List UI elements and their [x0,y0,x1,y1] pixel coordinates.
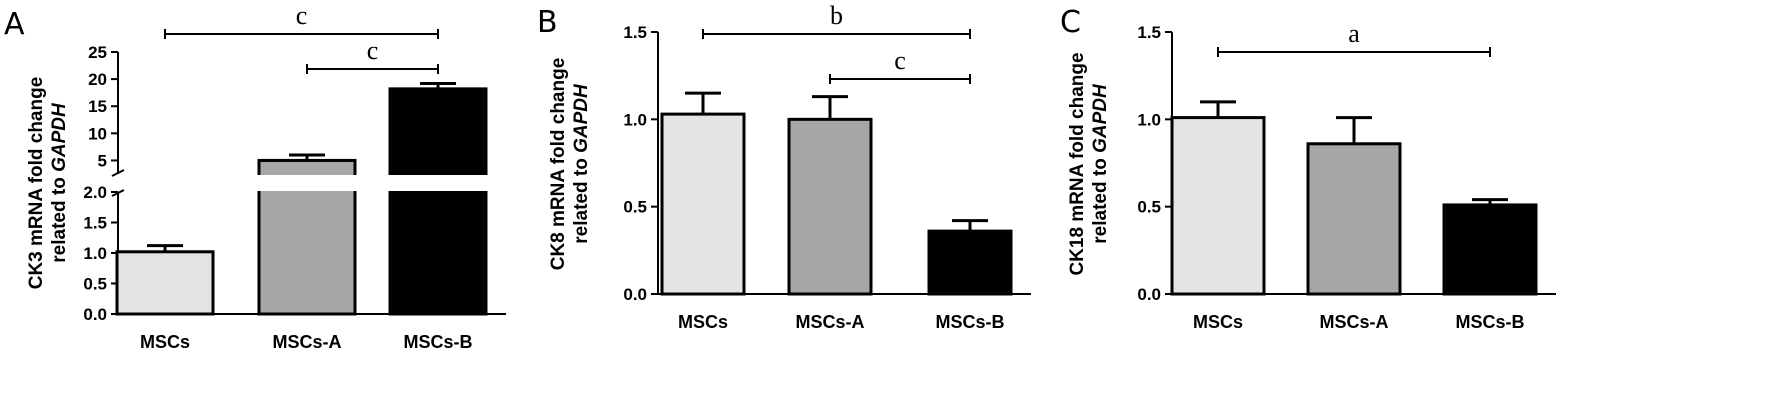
y-tick-label: 0.0 [1137,285,1161,304]
bar-mscs-b [388,87,488,316]
y-axis-label: CK18 mRNA fold change related to GAPDH [1067,52,1111,275]
axis-break-mark [111,169,125,177]
x-tick-label: MSCs-A [795,312,864,332]
y-tick-label: 1.5 [623,23,647,42]
significance-label: c [367,36,379,65]
bar-mscs [1170,116,1266,296]
x-tick-label: MSCs-B [1455,312,1524,332]
x-tick-label: MSCs [678,312,728,332]
x-tick-label: MSCs-B [403,332,472,352]
y-tick-label: 1.5 [83,214,107,233]
y-tick-label: 0.0 [623,285,647,304]
y-axis-label-line2-prefix: related to [49,172,70,263]
significance-label: b [830,1,843,30]
x-tick-label: MSCs-A [1319,312,1388,332]
y-tick-label: 15 [88,97,107,116]
panel-letter: C [1060,5,1081,40]
bar-mscs-a [787,117,873,296]
panel-letter: B [537,5,558,40]
y-tick-label: 5 [98,151,107,170]
bar-mscs [115,250,215,316]
panel-c: C CK18 mRNA fold change related to GAPDH 0.… [1060,5,1556,332]
y-axis-label-line2-prefix: related to [1090,153,1111,244]
x-tick-label: MSCs-A [272,332,341,352]
bar-mscs-b [927,229,1013,296]
bar-mscs [660,112,746,296]
y-tick-label: 2.0 [83,183,107,202]
y-axis-label-line1: CK3 mRNA fold change [26,77,47,290]
y-axis-label-gene: GAPDH [1090,83,1111,153]
y-axis-label-gene: GAPDH [571,83,592,153]
x-tick-label: MSCs [140,332,190,352]
y-tick-label: 20 [88,70,107,89]
significance-label: c [296,1,308,30]
y-tick-label: 0.0 [83,305,107,324]
significance-label: a [1348,19,1360,48]
y-tick-label: 0.5 [1137,198,1161,217]
panel-letter: A [4,7,25,42]
bar-mscs-b [1442,203,1538,296]
x-tick-label: MSCs-B [935,312,1004,332]
y-tick-label: 1.0 [623,110,647,129]
significance-label: c [894,46,906,75]
y-axis-label-line2-prefix: related to [571,153,592,244]
x-tick-label: MSCs [1193,312,1243,332]
y-axis-label: CK3 mRNA fold change related to GAPDH [26,77,70,290]
y-tick-label: 0.5 [83,275,107,294]
y-tick-label: 1.5 [1137,23,1161,42]
y-axis-label-line1: CK8 mRNA fold change [548,58,569,271]
y-axis-label-gene: GAPDH [49,102,70,172]
y-tick-label: 1.0 [83,244,107,263]
panel-b: B CK8 mRNA fold change related to GAPDH 0.0… [537,1,1031,332]
bar-mscs-a [1306,142,1402,296]
y-tick-label: 1.0 [1137,110,1161,129]
axis-break-gap [126,175,514,191]
y-tick-label: 25 [88,43,107,62]
y-tick-label: 10 [88,124,107,143]
y-axis-label-line1: CK18 mRNA fold change [1067,52,1088,275]
y-tick-label: 0.5 [623,198,647,217]
y-axis-label: CK8 mRNA fold change related to GAPDH [548,58,592,271]
